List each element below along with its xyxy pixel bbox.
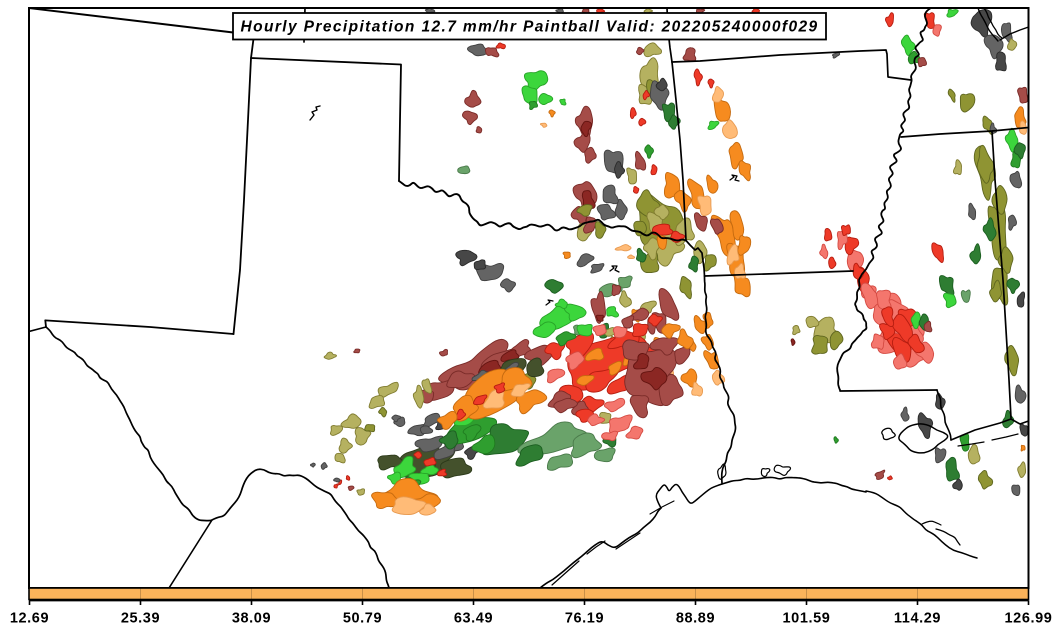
svg-text:114.29: 114.29 [894,611,941,627]
svg-text:101.59: 101.59 [783,611,831,627]
svg-text:50.79: 50.79 [343,611,382,627]
svg-text:88.89: 88.89 [676,611,715,627]
svg-text:12.69: 12.69 [10,611,49,627]
svg-text:Hourly Precipitation 12.7 mm/h: Hourly Precipitation 12.7 mm/hr Paintbal… [240,19,818,36]
svg-text:38.09: 38.09 [232,611,271,627]
svg-text:126.99: 126.99 [1005,611,1053,627]
svg-text:63.49: 63.49 [454,611,493,627]
svg-text:25.39: 25.39 [121,611,160,627]
svg-text:76.19: 76.19 [565,611,604,627]
